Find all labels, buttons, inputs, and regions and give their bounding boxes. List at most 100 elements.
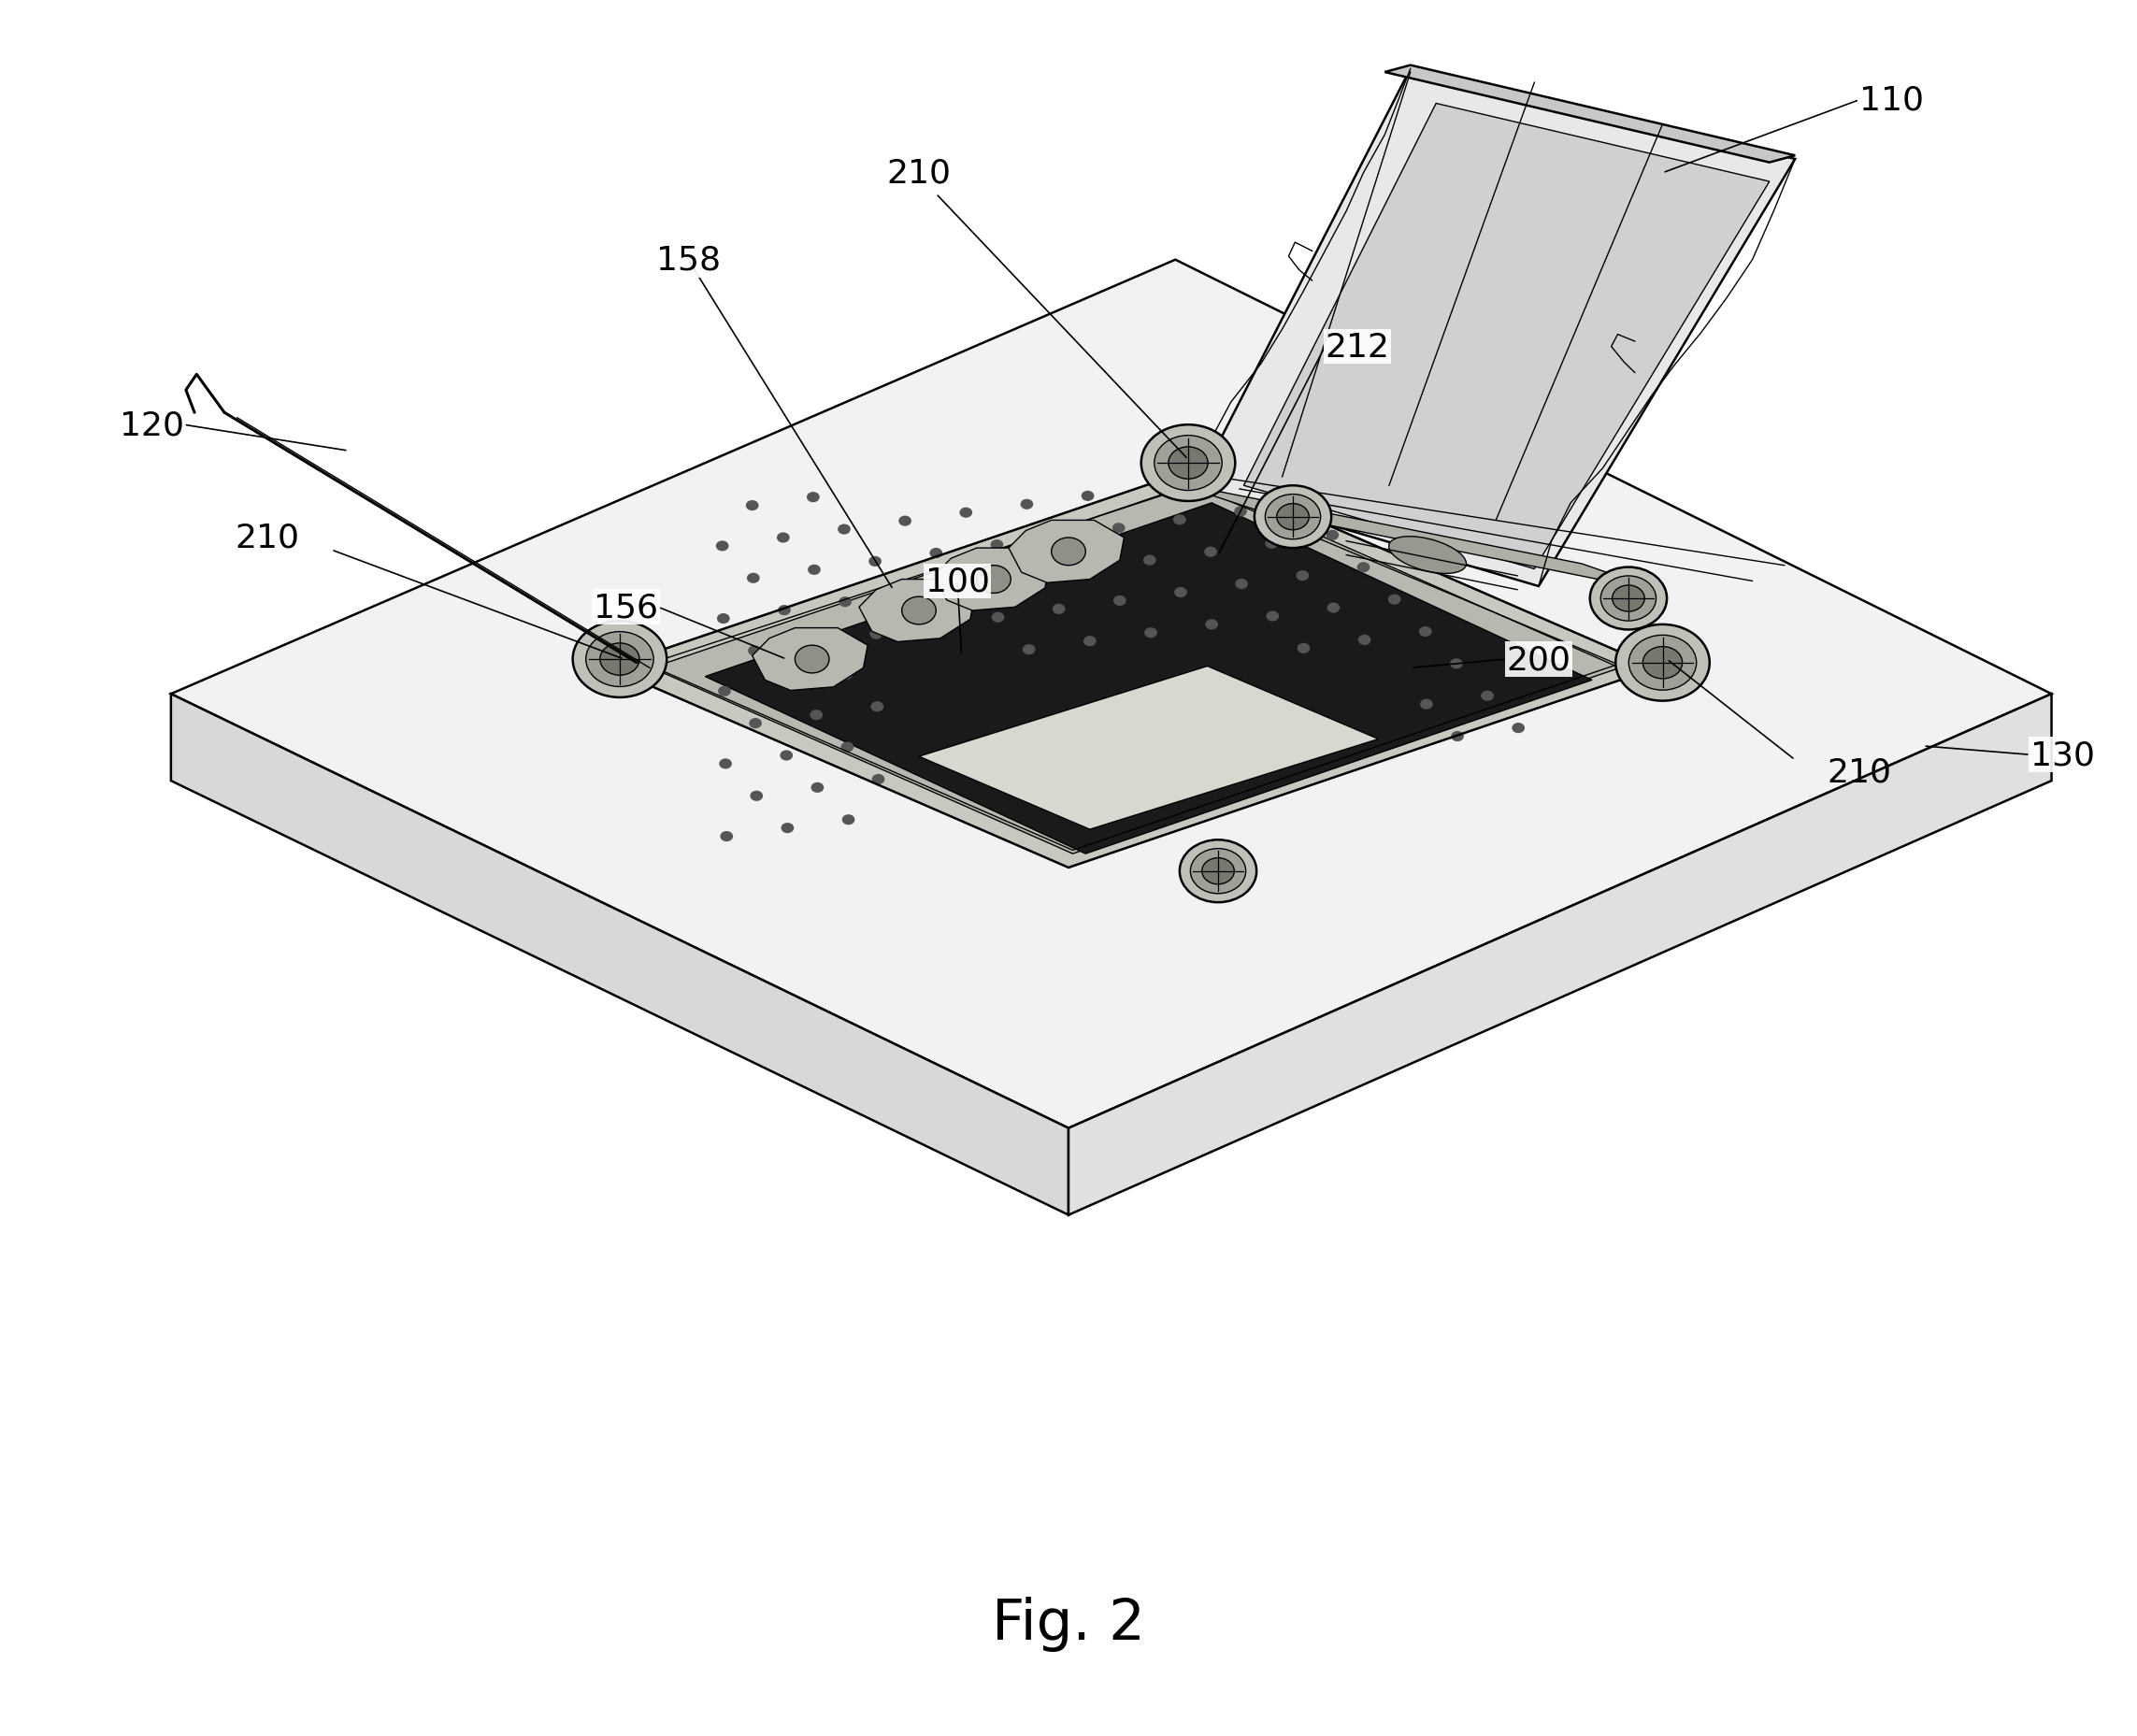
Text: 120: 120 (120, 410, 184, 441)
Circle shape (1143, 556, 1156, 566)
Circle shape (1451, 731, 1464, 741)
Circle shape (808, 493, 821, 503)
Circle shape (930, 549, 942, 559)
Circle shape (748, 646, 761, 656)
Circle shape (780, 750, 793, 760)
Circle shape (1601, 576, 1656, 621)
Circle shape (586, 632, 654, 687)
Circle shape (1297, 644, 1310, 654)
Circle shape (1421, 700, 1434, 710)
Circle shape (1021, 500, 1034, 510)
Polygon shape (752, 628, 868, 691)
Polygon shape (919, 667, 1378, 830)
Circle shape (1357, 562, 1370, 573)
Circle shape (1051, 538, 1086, 566)
Circle shape (720, 759, 731, 769)
Circle shape (1173, 516, 1186, 526)
Text: 210: 210 (1827, 757, 1891, 788)
Polygon shape (652, 483, 1620, 854)
Circle shape (1180, 840, 1257, 903)
Circle shape (600, 644, 639, 675)
Circle shape (868, 557, 880, 568)
Circle shape (1145, 628, 1158, 639)
Circle shape (872, 774, 885, 785)
Circle shape (782, 823, 795, 833)
Circle shape (992, 613, 1004, 623)
Circle shape (1265, 495, 1321, 540)
Circle shape (1276, 503, 1310, 531)
Circle shape (810, 637, 821, 648)
Circle shape (750, 792, 763, 802)
Circle shape (746, 500, 759, 512)
Circle shape (1113, 524, 1124, 535)
Text: 156: 156 (594, 592, 658, 623)
Polygon shape (609, 469, 1656, 868)
Circle shape (1359, 635, 1372, 646)
Polygon shape (1068, 694, 2052, 1215)
Circle shape (808, 564, 821, 576)
Circle shape (1254, 486, 1331, 549)
Circle shape (992, 540, 1004, 550)
Circle shape (902, 597, 936, 625)
Polygon shape (934, 549, 1049, 611)
Circle shape (1590, 568, 1667, 630)
Text: Fig. 2: Fig. 2 (992, 1595, 1145, 1651)
Circle shape (720, 832, 733, 842)
Circle shape (1419, 627, 1432, 637)
Ellipse shape (1389, 536, 1466, 575)
Circle shape (1628, 635, 1697, 691)
Circle shape (716, 542, 729, 552)
Circle shape (1154, 436, 1222, 491)
Circle shape (1054, 604, 1066, 615)
Circle shape (1235, 507, 1248, 517)
Circle shape (1295, 571, 1308, 582)
Circle shape (1083, 564, 1096, 575)
Circle shape (842, 814, 855, 825)
Circle shape (1327, 602, 1340, 613)
Polygon shape (1171, 483, 1667, 594)
Circle shape (1449, 660, 1462, 670)
Circle shape (900, 589, 912, 599)
Polygon shape (171, 694, 1068, 1215)
Circle shape (1141, 425, 1235, 502)
Text: 110: 110 (1859, 85, 1923, 116)
Circle shape (870, 628, 883, 639)
Text: 210: 210 (887, 158, 951, 189)
Circle shape (780, 679, 793, 689)
Text: 130: 130 (2030, 740, 2094, 771)
Polygon shape (171, 260, 2052, 1128)
Text: 210: 210 (235, 523, 299, 554)
Circle shape (1051, 531, 1064, 542)
Text: 158: 158 (656, 245, 720, 276)
Circle shape (842, 743, 855, 753)
Text: 100: 100 (925, 566, 989, 597)
Circle shape (1265, 611, 1278, 621)
Circle shape (1190, 849, 1246, 894)
Circle shape (1265, 538, 1278, 549)
Circle shape (718, 686, 731, 696)
Circle shape (977, 566, 1011, 594)
Circle shape (1616, 625, 1710, 701)
Circle shape (810, 710, 823, 720)
Circle shape (748, 573, 761, 583)
Circle shape (1169, 448, 1207, 479)
Circle shape (750, 719, 763, 729)
Circle shape (1081, 491, 1094, 502)
Circle shape (1024, 644, 1036, 654)
Circle shape (840, 597, 851, 608)
Circle shape (1611, 585, 1645, 613)
Circle shape (1481, 691, 1494, 701)
Circle shape (812, 783, 823, 793)
Circle shape (960, 509, 972, 519)
Circle shape (1175, 587, 1186, 597)
Polygon shape (1009, 521, 1124, 583)
Circle shape (1235, 580, 1248, 590)
Circle shape (838, 524, 851, 535)
Circle shape (778, 606, 791, 616)
Circle shape (778, 533, 791, 543)
Circle shape (1205, 547, 1218, 557)
Circle shape (573, 621, 667, 698)
Circle shape (1643, 648, 1682, 679)
Circle shape (1021, 573, 1034, 583)
Polygon shape (859, 580, 974, 642)
